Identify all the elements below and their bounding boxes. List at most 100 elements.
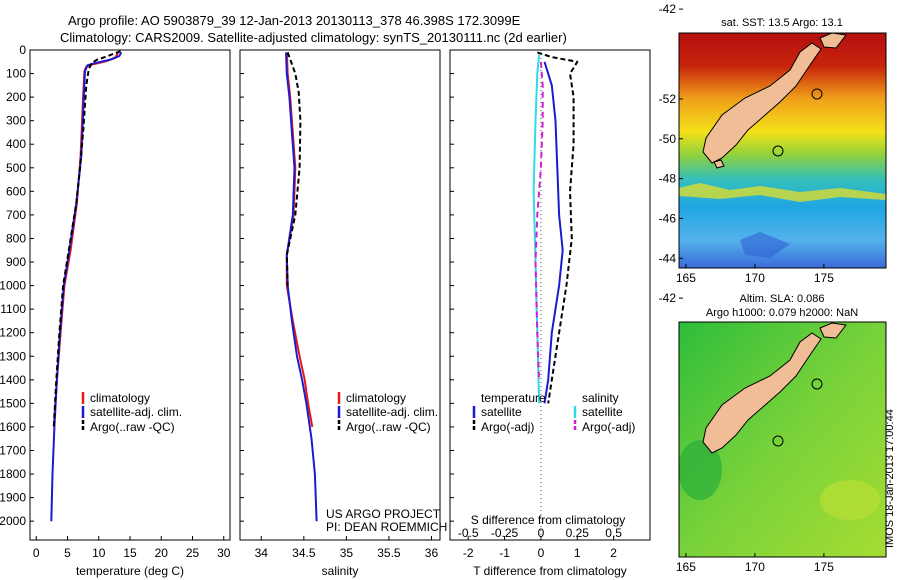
sst-front [679,183,886,202]
sla-map-axes: 165 170 175 -42 -44 -46 -48 -50 -52 [659,92,835,574]
salinity-xlabel: salinity [322,564,359,578]
sla-map-title: Altim. SLA: 0.086 [740,293,825,305]
legend-label-argo: Argo(..raw -QC) [90,420,175,434]
lon-tick-label: 175 [814,560,834,574]
x-tick-label: 34 [255,546,269,560]
stewart-island-land [713,159,725,169]
lat-tick-label: -46 [659,211,677,225]
difference-axes-frame [449,49,651,541]
legend-label-t-argo: Argo(-adj) [481,420,534,434]
legend-header-temperature: temperature [481,391,546,405]
x-tick-label: 5 [64,546,71,560]
south-island-land [702,332,822,454]
sla-map-subtitle: Argo h1000: 0.079 h2000: NaN [706,307,858,319]
temperature-plot: 0100200300400500600700800900100011001200… [0,43,231,560]
x-tick-label: 34.5 [292,546,316,560]
x-tick-label: 35.5 [377,546,401,560]
y-tick-label: 1800 [0,467,26,481]
legend-label-satellite: satellite-adj. clim. [90,405,182,419]
sst-map-axes: 165 170 175 -42 -44 -46 -48 -50 -52 [659,2,835,285]
y-tick-label: 1900 [0,491,26,505]
y-tick-label: 1100 [0,302,26,316]
y-tick-label: 700 [6,208,26,222]
y-tick-label: 400 [6,137,26,151]
y-tick-label: 1700 [0,443,26,457]
s-tick-label: -0.25 [491,526,519,540]
lat-tick-label: -42 [659,2,677,16]
x-tick-label: -1 [499,546,510,560]
x-tick-label: 0 [33,546,40,560]
y-tick-label: 2000 [0,514,26,528]
series-line-argo [52,50,121,427]
sla-map-frame [678,321,887,558]
legend-label-s-argo: Argo(-adj) [582,420,635,434]
salinity-axes-frame [239,49,441,541]
legend-label-satellite: satellite-adj. clim. [346,405,438,419]
x-tick-label: 15 [123,546,137,560]
x-tick-label: 1 [574,546,581,560]
reference-marker [811,378,823,390]
salinity-legend: climatology satellite-adj. clim. Argo(..… [337,391,438,434]
reference-marker [811,88,823,100]
s-tick-label: -0.5 [458,526,479,540]
y-tick-label: 0 [19,43,26,57]
argo-position-marker [772,145,784,157]
y-tick-label: 800 [6,231,26,245]
series-line-t-satellite [543,61,564,404]
north-island-land [819,33,847,49]
north-island-land [819,322,847,339]
s-tick-label: 0 [538,526,545,540]
sla-high-patch [820,480,880,520]
x-tick-label: 35 [340,546,354,560]
y-tick-label: 100 [6,67,26,81]
legend-label-s-satellite: satellite [582,405,623,419]
argo-position-marker [772,435,784,447]
y-tick-label: 900 [6,255,26,269]
header-title: Argo profile: AO 5903879_39 12-Jan-2013 … [68,13,521,28]
difference-plot: -2 -1 0 1 2 -0.5 -0.25 0 0.25 0.5 [450,49,622,560]
lat-tick-label: -48 [659,172,677,186]
legend-label-t-satellite: satellite [481,405,522,419]
legend-label-argo: Argo(..raw -QC) [346,420,431,434]
y-tick-label: 200 [6,90,26,104]
sla-map [679,322,886,557]
y-tick-label: 300 [6,114,26,128]
legend-label-climatology: climatology [90,391,150,405]
pi-credit: PI: DEAN ROEMMICH [326,520,447,534]
difference-top-label: S difference from climatology [471,513,626,527]
sst-map-frame [678,32,887,269]
difference-xlabel: T difference from climatology [473,564,627,578]
y-tick-label: 1000 [0,279,26,293]
s-tick-label: 0.5 [605,526,622,540]
x-tick-label: 25 [186,546,200,560]
temperature-axes-frame [29,49,231,541]
y-tick-label: 1500 [0,396,26,410]
lon-tick-label: 170 [745,271,765,285]
y-tick-label: 600 [6,184,26,198]
s-tick-label: 0.25 [566,526,590,540]
y-tick-label: 1400 [0,373,26,387]
temperature-legend: climatology satellite-adj. clim. Argo(..… [81,391,182,434]
lon-tick-label: 165 [676,560,696,574]
x-tick-label: 2 [610,546,617,560]
lon-tick-label: 170 [745,560,765,574]
series-line-satellite-adj-clim- [50,51,123,522]
series-line-t-argo-adj- [536,51,579,404]
lat-tick-label: -50 [659,132,677,146]
y-tick-label: 1600 [0,420,26,434]
sla-low-patch [679,440,722,500]
lon-tick-label: 175 [814,271,834,285]
south-island-land [702,42,822,164]
x-tick-label: 36 [425,546,439,560]
difference-legend: temperature salinity satellite Argo(-adj… [472,391,635,434]
lat-tick-label: -42 [659,291,677,305]
y-tick-label: 1200 [0,326,26,340]
legend-label-climatology: climatology [346,391,406,405]
x-tick-label: 30 [217,546,231,560]
y-tick-label: 500 [6,161,26,175]
y-tick-label: 1300 [0,349,26,363]
x-tick-label: 10 [92,546,106,560]
timestamp-stamp: IMOS 18-Jan-2013 17:00:44 [884,409,896,548]
lat-tick-label: -44 [659,251,677,265]
sst-map-title: sat. SST: 13.5 Argo: 13.1 [721,17,843,29]
